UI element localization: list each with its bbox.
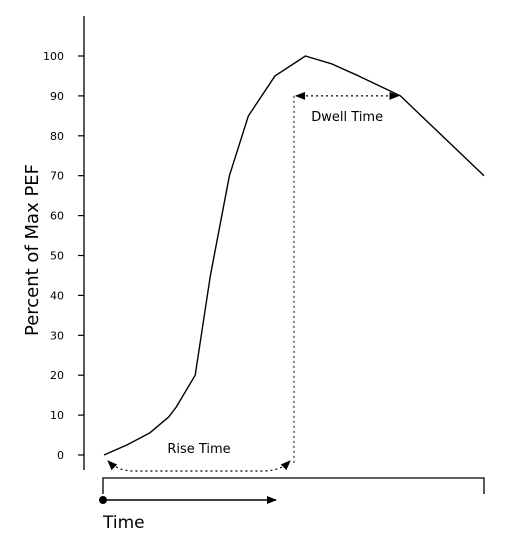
series-group bbox=[103, 55, 485, 456]
y-tick-label: 40 bbox=[50, 289, 64, 302]
y-tick-label: 30 bbox=[50, 329, 64, 342]
y-tick-label: 60 bbox=[50, 210, 64, 223]
annotation-label: Rise Time bbox=[167, 442, 230, 457]
y-tick-label: 100 bbox=[43, 50, 64, 63]
y-tick-label: 90 bbox=[50, 90, 64, 103]
time-axis-bracket bbox=[102, 477, 485, 494]
y-axis-title: Percent of Max PEF bbox=[22, 164, 43, 336]
y-tick-label: 10 bbox=[50, 409, 64, 422]
y-tick-label: 20 bbox=[50, 369, 64, 382]
time-label: Time bbox=[102, 513, 145, 533]
series-line bbox=[103, 55, 485, 456]
y-axis-ticks: 0 10 20 30 40 50 60 70 80 90 100 bbox=[43, 50, 84, 462]
annotations: Rise Time Dwell Time bbox=[107, 91, 400, 472]
y-tick-label: 70 bbox=[50, 170, 64, 183]
y-tick-label: 0 bbox=[57, 449, 64, 462]
y-tick-label: 50 bbox=[50, 250, 64, 263]
annotation-label: Dwell Time bbox=[311, 110, 383, 125]
y-tick-label: 80 bbox=[50, 130, 64, 143]
annotation-arrow bbox=[107, 460, 291, 472]
